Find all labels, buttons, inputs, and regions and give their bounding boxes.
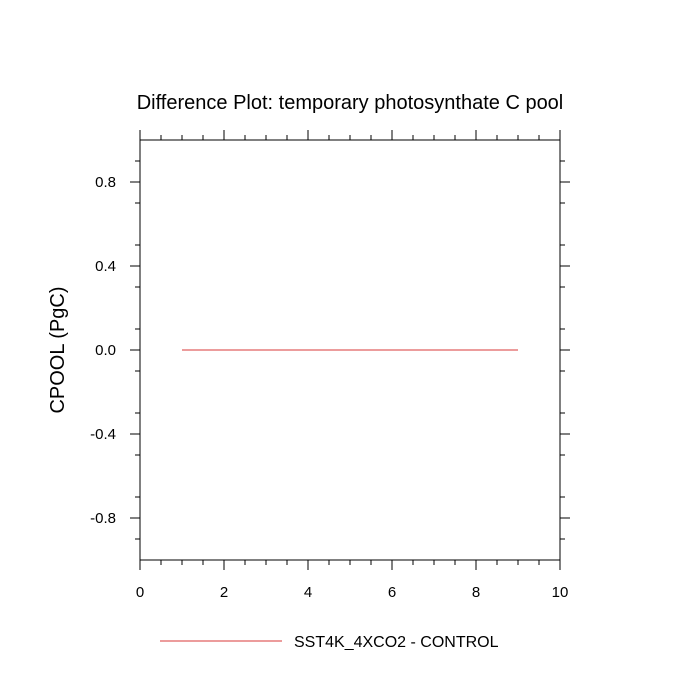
axis-ticks bbox=[130, 130, 570, 570]
x-tick-label: 10 bbox=[552, 584, 569, 601]
y-tick-label: 0.8 bbox=[95, 174, 116, 191]
x-tick-label: 2 bbox=[220, 584, 228, 601]
y-tick-label: 0.0 bbox=[95, 342, 116, 359]
x-tick-label: 4 bbox=[304, 584, 312, 601]
y-tick-label: 0.4 bbox=[95, 258, 116, 275]
legend-label: SST4K_4XCO2 - CONTROL bbox=[294, 634, 499, 651]
chart-title: Difference Plot: temporary photosynthate… bbox=[137, 92, 564, 114]
axis-tick-labels: 0 2 4 6 8 10 -0.8 -0.4 0.0 0.4 0.8 bbox=[90, 174, 568, 601]
y-axis-label: CPOOL (PgC) bbox=[47, 286, 69, 413]
legend: SST4K_4XCO2 - CONTROL bbox=[160, 634, 499, 651]
x-tick-label: 6 bbox=[388, 584, 396, 601]
y-tick-label: -0.4 bbox=[90, 426, 116, 443]
y-tick-label: -0.8 bbox=[90, 510, 116, 527]
x-tick-label: 0 bbox=[136, 584, 144, 601]
x-tick-label: 8 bbox=[472, 584, 480, 601]
